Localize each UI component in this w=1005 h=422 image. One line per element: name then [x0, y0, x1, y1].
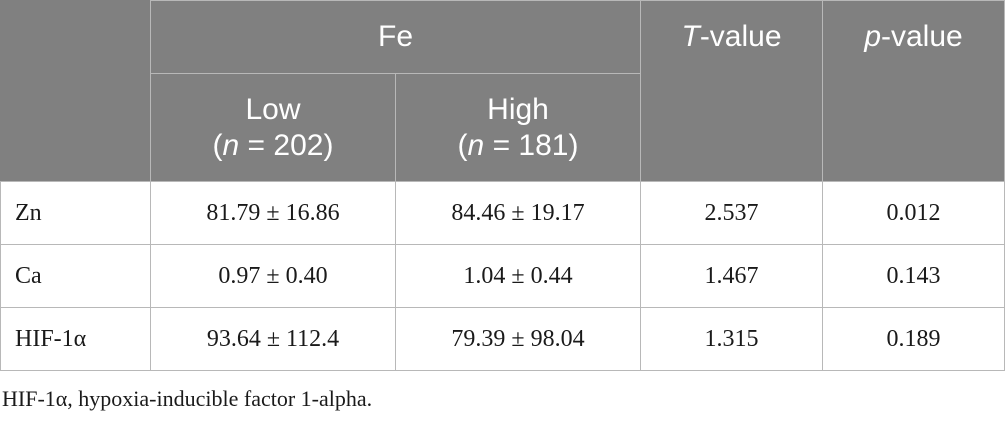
- table-row: Ca 0.97 ± 0.40 1.04 ± 0.44 1.467 0.143: [0, 244, 1005, 308]
- low-label: Low: [245, 92, 301, 126]
- header-high: High (n = 181): [394, 73, 642, 182]
- p-symbol: p: [864, 20, 881, 53]
- row-label: HIF-1α: [0, 307, 151, 371]
- low-n-value: = 202): [239, 128, 334, 162]
- low-n-symbol: n: [222, 128, 240, 162]
- cell-low: 93.64 ± 112.4: [150, 307, 396, 371]
- table-footnote: HIF-1α, hypoxia-inducible factor 1-alpha…: [2, 386, 373, 411]
- cell-p-value: 0.143: [822, 244, 1005, 308]
- t-value-suffix: -value: [699, 20, 782, 53]
- low-n: (n = 202): [212, 128, 334, 162]
- high-label: High: [487, 92, 549, 126]
- high-n-symbol: n: [467, 128, 485, 162]
- cell-high: 1.04 ± 0.44: [394, 244, 642, 308]
- header-row-sub: Low (n = 202) High (n = 181): [1, 73, 1005, 182]
- header-fe-group: Fe: [149, 0, 642, 74]
- cell-high: 84.46 ± 19.17: [394, 181, 642, 245]
- row-label: Ca: [0, 244, 151, 308]
- high-n-value: = 181): [484, 128, 579, 162]
- cell-low: 0.97 ± 0.40: [150, 244, 396, 308]
- cell-t-value: 1.315: [640, 307, 824, 371]
- header-stub-cell: [0, 0, 151, 182]
- cell-high: 79.39 ± 98.04: [394, 307, 642, 371]
- cell-t-value: 1.467: [640, 244, 824, 308]
- data-table: Fe T-value p-value Low (n = 202) High (n…: [0, 0, 1005, 371]
- cell-t-value: 2.537: [640, 181, 824, 245]
- header-low: Low (n = 202): [150, 73, 396, 182]
- header-row-group: Fe T-value p-value: [0, 0, 1005, 182]
- header-p-value: p-value: [822, 0, 1005, 182]
- header-t-value: T-value: [640, 0, 824, 182]
- table-row: Zn 81.79 ± 16.86 84.46 ± 19.17 2.537 0.0…: [0, 181, 1005, 245]
- table-row: HIF-1α 93.64 ± 112.4 79.39 ± 98.04 1.315…: [0, 307, 1005, 371]
- cell-low: 81.79 ± 16.86: [150, 181, 396, 245]
- row-label: Zn: [0, 181, 151, 245]
- high-n: (n = 181): [457, 128, 579, 162]
- t-symbol: T: [681, 20, 700, 53]
- cell-p-value: 0.189: [822, 307, 1005, 371]
- cell-p-value: 0.012: [822, 181, 1005, 245]
- p-value-suffix: -value: [881, 20, 963, 53]
